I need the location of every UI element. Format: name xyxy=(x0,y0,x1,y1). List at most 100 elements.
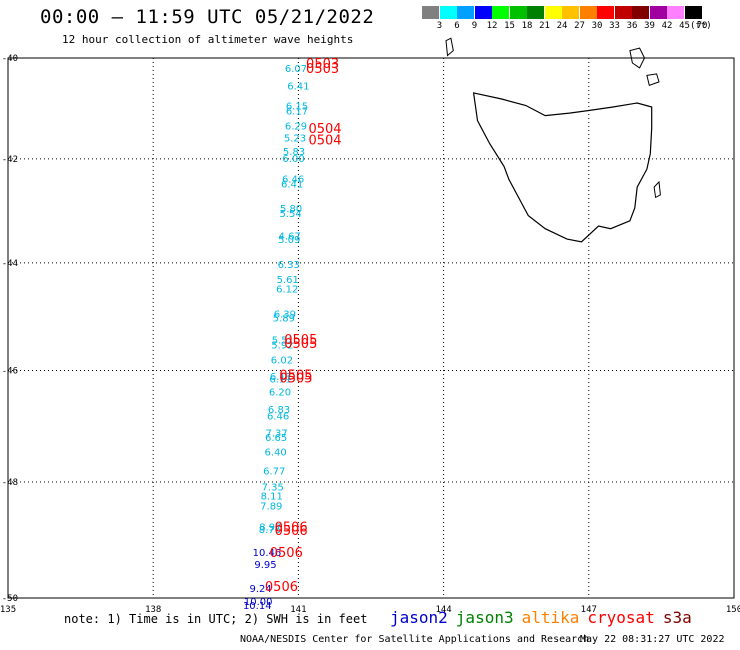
wave-height-label: 10.00 xyxy=(244,597,273,608)
colorbar-swatch xyxy=(492,6,509,19)
wave-height-label: 6.46 xyxy=(282,174,304,185)
wave-height-label: 9.95 xyxy=(254,560,276,571)
satellite-legend: jason2 jason3 altika cryosat s3a xyxy=(390,608,700,627)
wave-height-label: 6.46 xyxy=(267,412,289,423)
colorbar-swatch xyxy=(684,6,702,19)
wave-height-label: 5.61 xyxy=(277,275,299,286)
colorbar-swatch xyxy=(649,6,667,19)
wave-height-label: 6.41 xyxy=(281,179,303,190)
wave-height-label: 5.23 xyxy=(284,133,306,144)
wave-height-label: 5.80 xyxy=(280,204,302,215)
y-tick-label: -42 xyxy=(2,155,18,165)
wave-height-label: 6.02 xyxy=(271,356,293,367)
wave-height-label: 8.76 xyxy=(259,525,281,536)
wave-height-label: 5.83 xyxy=(283,147,305,158)
colorbar-label: 45 xyxy=(679,21,690,31)
wave-height-label: 9.24 xyxy=(250,584,272,595)
wave-height-label: 5.92 xyxy=(271,340,293,351)
y-tick-label: -48 xyxy=(2,478,18,488)
colorbar-label: 33 xyxy=(609,21,620,31)
colorbar-swatch xyxy=(579,6,597,19)
colorbar-swatch xyxy=(632,6,649,19)
wave-height-label: 6.11 xyxy=(269,375,291,386)
colorbar-label: 36 xyxy=(626,21,638,31)
wave-height-label: 6.77 xyxy=(263,467,285,478)
wave-height-label: 8.97 xyxy=(259,523,281,534)
chart-subtitle: 12 hour collection of altimeter wave hei… xyxy=(62,33,354,46)
wave-height-label: 5.54 xyxy=(280,209,302,220)
x-tick-label: 150 xyxy=(726,605,740,615)
x-tick-label: 144 xyxy=(435,605,451,615)
wave-height-label: 6.00 xyxy=(282,154,304,165)
wave-height-label: 4.67 xyxy=(279,231,301,242)
wave-height-label: 7.89 xyxy=(260,501,282,512)
time-label: 0505 xyxy=(284,333,317,348)
wave-height-label: 6.15 xyxy=(286,102,308,113)
island-outline xyxy=(646,73,660,87)
wave-height-label: 6.65 xyxy=(265,433,287,444)
colorbar-label: 70 xyxy=(696,21,708,31)
wave-height-label: 6.41 xyxy=(287,81,309,92)
x-tick-label: 141 xyxy=(290,605,306,615)
colorbar-swatch xyxy=(527,6,544,19)
colorbar-label: 18 xyxy=(521,21,533,31)
colorbar-label: 39 xyxy=(644,21,655,31)
wave-height-label: 5.51 xyxy=(272,335,294,346)
wave-height-label: 7.35 xyxy=(262,483,284,494)
colorbar-swatch xyxy=(474,6,492,19)
y-tick-label: -50 xyxy=(2,594,18,604)
wave-height-label: 6.12 xyxy=(276,284,298,295)
wave-height-label: 6.07 xyxy=(285,64,307,75)
chart-title: 00:00 – 11:59 UTC 05/21/2022 xyxy=(40,6,375,28)
footer-timestamp: May 22 08:31:27 UTC 2022 xyxy=(580,634,725,645)
legend-jason3: jason3 xyxy=(455,608,514,627)
time-label: 0504 xyxy=(308,122,341,137)
time-label: 0506 xyxy=(275,524,308,539)
colorbar-label: 15 xyxy=(504,21,515,31)
x-tick-label: 138 xyxy=(145,605,161,615)
y-tick-label: -44 xyxy=(2,259,18,269)
time-label: 0504 xyxy=(308,133,341,148)
wave-height-label: 6.20 xyxy=(269,387,291,398)
y-tick-label: -46 xyxy=(2,366,18,376)
wave-height-label: 8.11 xyxy=(261,492,283,503)
time-label: 0505 xyxy=(279,368,312,383)
wave-height-label: 6.17 xyxy=(286,107,308,118)
wave-height-label: 5.09 xyxy=(278,235,300,246)
colorbar-swatch xyxy=(667,6,684,19)
legend-s3a: s3a xyxy=(662,608,692,627)
map-frame xyxy=(7,57,735,599)
colorbar-label: 3 xyxy=(436,21,443,31)
x-tick-label: 135 xyxy=(0,605,16,615)
legend-jason2: jason2 xyxy=(390,608,448,627)
colorbar-label: 21 xyxy=(539,21,550,31)
colorbar-label: 9 xyxy=(471,21,478,31)
colorbar-label: 12 xyxy=(486,21,498,31)
colorbar-label: 27 xyxy=(574,21,585,31)
note-text: note: 1) Time is in UTC; 2) SWH is in fe… xyxy=(64,612,368,626)
legend-altika: altika xyxy=(521,608,580,627)
time-label: 0506 xyxy=(270,546,303,561)
wave-height-label: 5.89 xyxy=(273,313,295,324)
island-outline xyxy=(629,47,646,69)
colorbar-unit: (ft) xyxy=(690,21,712,31)
island-outline xyxy=(445,37,454,57)
time-label: 0506 xyxy=(265,580,298,595)
island-outline xyxy=(653,180,661,199)
colorbar-label: 30 xyxy=(591,21,603,31)
legend-cryosat: cryosat xyxy=(587,608,655,627)
colorbar-swatch xyxy=(439,6,457,19)
colorbar-swatch xyxy=(597,6,614,19)
wave-height-label: 10.46 xyxy=(253,548,282,559)
wave-height-label: 6.33 xyxy=(278,260,300,271)
wave-height-label: 6.39 xyxy=(274,309,296,320)
wave-height-label: 6.83 xyxy=(268,405,290,416)
wave-height-label: 6.40 xyxy=(265,447,287,458)
time-label: 0503 xyxy=(306,57,339,72)
wave-height-label: 6.11 xyxy=(270,372,292,383)
colorbar-label: 24 xyxy=(556,21,568,31)
y-tick-label: -40 xyxy=(2,54,18,64)
colorbar-label: 6 xyxy=(454,21,460,31)
wave-height-label: 7.37 xyxy=(265,428,287,439)
